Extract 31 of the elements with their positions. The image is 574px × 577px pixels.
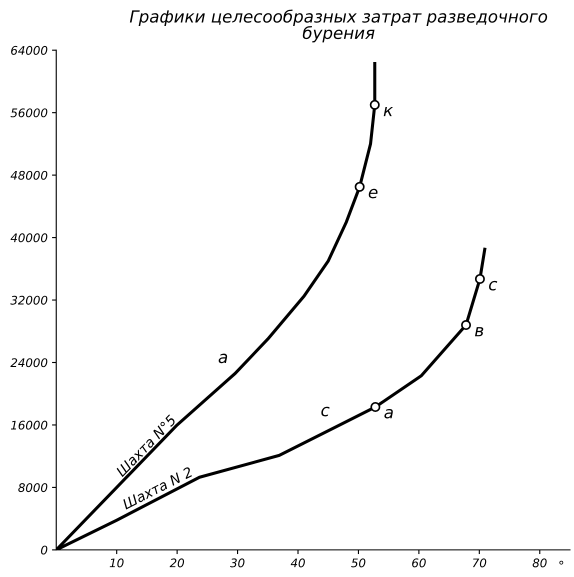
annotation: а (218, 354, 228, 364)
point (370, 402, 380, 412)
y-tick-label: 0 (40, 546, 48, 555)
x-tick-label: 60 (412, 558, 426, 568)
y-tick-label: 56000 (10, 108, 48, 118)
x-tick-label: 10 (110, 558, 124, 568)
chart-title: Графики целесообразных затрат разведочного бурения (130, 10, 548, 42)
y-tick-label: 40000 (10, 233, 48, 242)
point (370, 100, 380, 110)
y-tick-label: 24000 (10, 358, 48, 368)
point (461, 320, 472, 330)
annotation: в (474, 327, 484, 336)
annotation: с (489, 280, 498, 290)
y-tick-label: 64000 (11, 46, 48, 55)
point (354, 182, 365, 192)
annotation: а (384, 408, 393, 419)
x-tick-label: 30 (230, 558, 244, 568)
y-tick-label: 48000 (10, 170, 48, 180)
annotation: к (384, 107, 394, 116)
x-tick-label: 70 (472, 558, 486, 568)
x-tick-label: 50 (351, 558, 366, 568)
y-tick-label: 8000 (18, 483, 48, 492)
x-axis-title: ° (559, 560, 564, 565)
x-tick-label: 80 (532, 558, 547, 568)
point (474, 274, 485, 284)
x-tick-label: 20 (170, 558, 184, 568)
y-tick-label: 16000 (10, 420, 48, 430)
x-tick-label: 40 (290, 558, 305, 568)
y-tick-label: 32000 (10, 296, 48, 305)
annotation: е (368, 188, 378, 198)
annotation: с (321, 406, 330, 416)
